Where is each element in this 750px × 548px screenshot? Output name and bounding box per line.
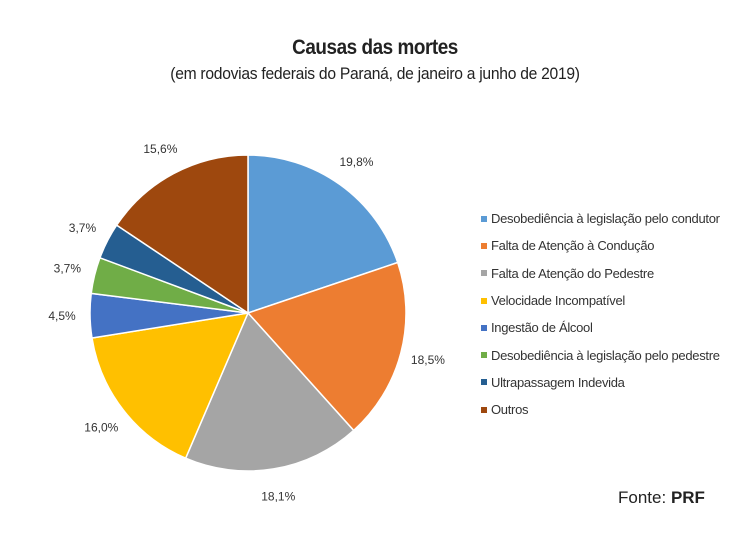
- legend-item: Falta de Atenção do Pedestre: [481, 260, 720, 287]
- pie-slice: [246, 261, 407, 432]
- legend-swatch: [481, 270, 487, 277]
- legend-swatch: [481, 352, 487, 359]
- legend-swatch: [481, 379, 487, 386]
- data-label: 18,5%: [411, 353, 445, 367]
- legend-swatch: [481, 242, 487, 249]
- data-label: 15,6%: [143, 142, 177, 156]
- pie-slice: [115, 154, 249, 315]
- source-label: Fonte:: [618, 488, 667, 507]
- pie-slice: [247, 154, 399, 315]
- legend-label: Velocidade Incompatível: [491, 293, 626, 309]
- legend-label: Desobediência à legislação pelo condutor: [491, 211, 720, 227]
- legend-label: Ingestão de Álcool: [491, 320, 593, 336]
- source-value: PRF: [670, 488, 705, 507]
- data-label: 19,8%: [339, 155, 373, 169]
- chart-subtitle: (em rodovias federais do Paraná, de jane…: [170, 64, 580, 83]
- legend-label: Ultrapassagem Indevida: [491, 374, 625, 390]
- legend-swatch: [481, 324, 487, 331]
- data-label: 18,1%: [261, 490, 295, 504]
- legend-swatch: [481, 297, 487, 304]
- legend-label: Desobediência à legislação pelo pedestre: [491, 347, 720, 363]
- pie-slice: [184, 311, 355, 472]
- data-label: 4,5%: [48, 309, 76, 323]
- legend-item: Outros: [481, 396, 720, 423]
- legend-item: Velocidade Incompatível: [481, 287, 720, 314]
- legend-item: Ingestão de Álcool: [481, 314, 720, 341]
- source: Fonte: PRF: [618, 488, 705, 508]
- legend-item: Desobediência à legislação pelo pedestre: [481, 341, 720, 368]
- legend-item: Falta de Atenção à Condução: [481, 232, 720, 259]
- legend-label: Falta de Atenção do Pedestre: [491, 265, 654, 281]
- legend-item: Desobediência à legislação pelo condutor: [481, 205, 720, 232]
- legend-label: Outros: [491, 402, 529, 418]
- legend-swatch: [481, 215, 487, 222]
- legend-swatch: [481, 406, 487, 413]
- chart-title: Causas das mortes: [292, 36, 458, 59]
- data-label: 3,7%: [69, 221, 97, 235]
- legend-item: Ultrapassagem Indevida: [481, 369, 720, 396]
- legend: Desobediência à legislação pelo condutor…: [481, 205, 720, 423]
- data-label: 16,0%: [84, 420, 118, 434]
- legend-label: Falta de Atenção à Condução: [491, 238, 655, 254]
- pie-slice: [91, 312, 250, 460]
- data-label: 3,7%: [54, 262, 82, 276]
